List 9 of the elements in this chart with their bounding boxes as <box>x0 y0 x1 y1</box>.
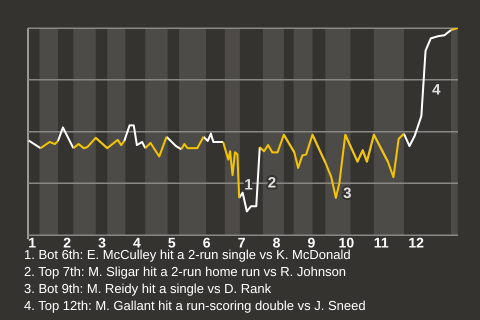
annotation: 1 <box>244 176 253 194</box>
annotation: 4 <box>432 81 442 98</box>
annotation: 2 <box>268 174 276 192</box>
x-tick-label: 11 <box>374 234 389 250</box>
annotation: 3 <box>343 184 352 202</box>
text: 4. Top 12th: M. Gallant hit a run-scoring double vs J. Sneed <box>24 297 366 314</box>
text: 2. Top 7th: M. Sligar hit a 2-run home run vs R. Johnson <box>24 263 348 280</box>
x-tick-label: 12 <box>408 234 424 250</box>
text: 3. Bot 9th: M. Reidy hit a single vs D. Rank <box>24 280 272 297</box>
